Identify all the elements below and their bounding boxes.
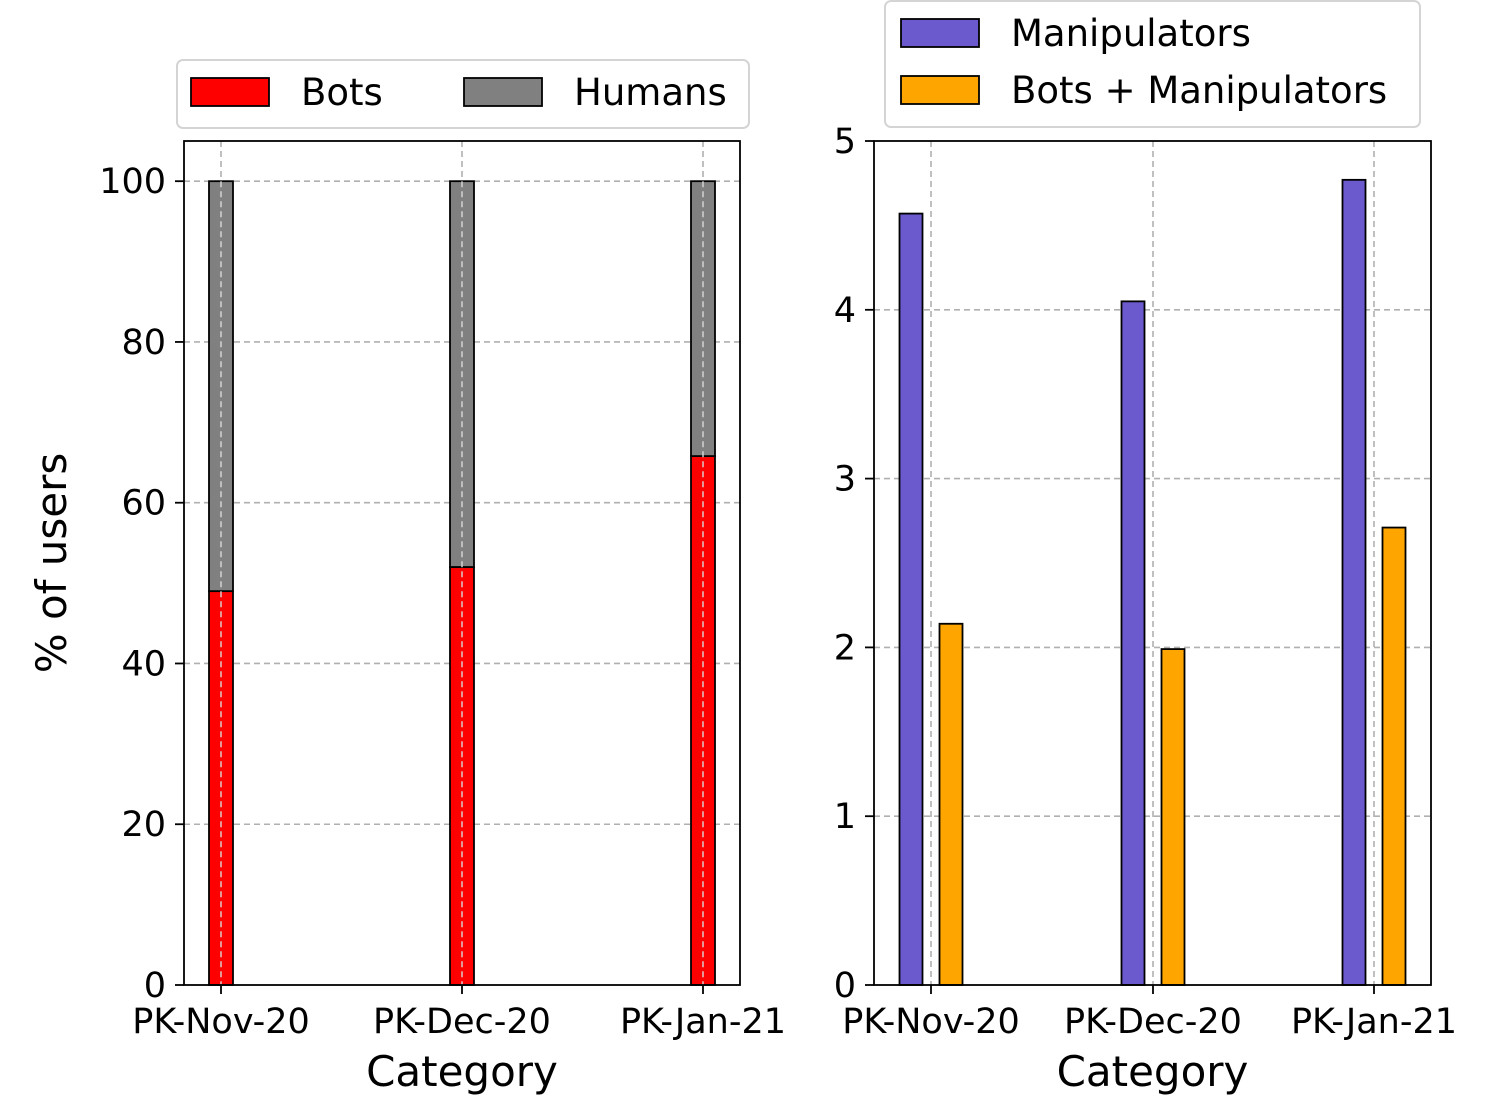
right-ytick-label: 0 xyxy=(834,966,856,1006)
right-x-axis-label: Category xyxy=(1057,1047,1249,1096)
left-xtick-label: PK-Nov-20 xyxy=(132,1002,310,1042)
left-legend: Bots Humans xyxy=(176,59,750,129)
right-legend-box xyxy=(884,0,1421,128)
left-ytick-label: 60 xyxy=(121,484,166,524)
right-xtick-label: PK-Dec-20 xyxy=(1064,1002,1242,1042)
left-legend-swatch-humans xyxy=(463,77,543,107)
right-bar-manipulators-pk-nov-20 xyxy=(898,212,924,986)
left-legend-box xyxy=(176,59,750,129)
right-legend: Manipulators Bots + Manipulators xyxy=(884,0,1421,128)
left-legend-swatch-bots xyxy=(190,77,270,107)
left-chart-stacked-users: 0 20 40 60 80 100 PK-Nov-20 PK-Dec-20 PK-Jan-21 C… xyxy=(27,59,786,1096)
left-x-axis-label: Category xyxy=(366,1047,558,1096)
left-legend-label-bots: Bots xyxy=(301,71,383,114)
right-bar-bots-manipulators-pk-jan-21 xyxy=(1381,526,1407,986)
left-ytick-label: 80 xyxy=(121,323,166,363)
left-ytick-label: 100 xyxy=(99,162,166,202)
right-chart-manipulators: 0 1 2 3 4 5 PK-Nov-20 PK-Dec-20 PK-Jan-21 Categor… xyxy=(834,0,1457,1096)
right-ytick-label: 2 xyxy=(834,628,856,668)
right-bar-manipulators-pk-dec-20 xyxy=(1120,300,1146,986)
right-legend-label-manipulators: Manipulators xyxy=(1011,12,1251,55)
right-legend-swatch-manipulators xyxy=(900,18,980,48)
left-ytick-label: 20 xyxy=(121,805,166,845)
right-legend-label-bots-manipulators: Bots + Manipulators xyxy=(1011,69,1387,112)
right-bar-bots-manipulators-pk-nov-20 xyxy=(938,622,964,986)
left-ytick-label: 0 xyxy=(144,966,166,1006)
right-xtick-label: PK-Nov-20 xyxy=(842,1002,1020,1042)
right-bar-manipulators-pk-jan-21 xyxy=(1341,178,1367,986)
right-bar-bots-manipulators-pk-dec-20 xyxy=(1160,648,1186,986)
right-xtick-label: PK-Jan-21 xyxy=(1291,1002,1457,1042)
left-ytick-label: 40 xyxy=(121,644,166,684)
right-ytick-label: 1 xyxy=(834,797,856,837)
left-legend-label-humans: Humans xyxy=(574,71,727,114)
right-ytick-label: 5 xyxy=(834,122,856,162)
right-legend-swatch-bots-manipulators xyxy=(900,75,980,105)
left-y-axis-label: % of users xyxy=(27,453,76,674)
right-ytick-label: 4 xyxy=(834,291,856,331)
left-xtick-label: PK-Dec-20 xyxy=(373,1002,551,1042)
left-xtick-label: PK-Jan-21 xyxy=(620,1002,786,1042)
right-ytick-label: 3 xyxy=(834,460,856,500)
